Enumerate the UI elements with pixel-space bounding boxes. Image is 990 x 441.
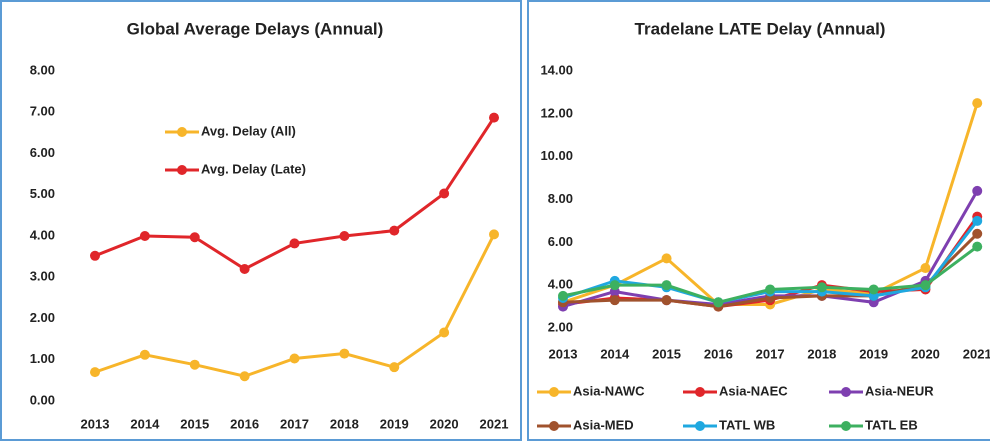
data-point	[558, 290, 568, 301]
x-tick-label: 2013	[81, 416, 110, 431]
legend-marker	[177, 165, 187, 175]
legend-label: Avg. Delay (All)	[201, 123, 296, 138]
x-tick-label: 2015	[652, 346, 681, 361]
y-tick-label: 6.00	[30, 145, 55, 160]
legend-marker	[549, 387, 559, 397]
data-point	[609, 280, 620, 291]
x-tick-label: 2014	[600, 346, 630, 361]
chart-left: Global Average Delays (Annual) 0.00 1.00 2.…	[0, 0, 522, 441]
data-point	[972, 228, 983, 239]
data-point	[661, 280, 672, 291]
x-tick-label: 2019	[380, 416, 409, 431]
data-point	[439, 327, 450, 338]
panel-border	[527, 0, 990, 441]
data-point	[972, 98, 983, 109]
y-tick-label: 10.00	[540, 148, 573, 163]
series-line	[562, 102, 979, 306]
legend-label: TATL EB	[865, 417, 918, 432]
legend-marker	[841, 387, 851, 397]
x-tick-label: 2018	[807, 346, 836, 361]
legend-label: Asia-NEUR	[865, 383, 934, 398]
x-tick-label: 2013	[549, 346, 578, 361]
data-point	[389, 362, 400, 373]
data-point	[661, 253, 672, 264]
x-tick-label: 2016	[704, 346, 733, 361]
y-tick-label: 14.00	[540, 62, 573, 77]
legend-marker	[695, 387, 705, 397]
data-point	[868, 284, 879, 295]
data-point	[339, 231, 350, 241]
x-tick-label: 2017	[280, 416, 309, 431]
panel-border	[0, 0, 522, 441]
x-tick-label: 2021	[963, 346, 990, 361]
legend-label: Asia-NAWC	[573, 383, 645, 398]
x-tick-label: 2017	[756, 346, 785, 361]
data-point	[239, 264, 250, 274]
data-point	[239, 371, 250, 382]
data-point	[289, 238, 300, 249]
data-point	[765, 284, 776, 295]
data-point	[661, 295, 672, 306]
data-point	[90, 250, 100, 261]
data-point	[289, 353, 300, 364]
y-tick-label: 3.00	[30, 269, 55, 284]
data-point	[439, 188, 450, 199]
chart-title: Global Average Delays (Annual)	[127, 19, 384, 38]
y-tick-label: 2.00	[548, 319, 573, 334]
legend-label: TATL WB	[719, 417, 775, 432]
legend-marker	[549, 421, 559, 431]
x-tick-label: 2014	[130, 416, 160, 431]
x-tick-label: 2015	[180, 416, 209, 431]
data-point	[139, 349, 150, 360]
data-point	[339, 348, 350, 359]
y-tick-label: 7.00	[30, 104, 55, 119]
data-point	[713, 297, 724, 308]
data-point	[189, 232, 200, 243]
y-tick-label: 1.00	[30, 351, 55, 366]
data-point	[972, 185, 983, 196]
data-point	[972, 215, 983, 226]
data-point	[189, 359, 200, 370]
legend-marker	[841, 421, 851, 431]
y-tick-label: 0.00	[30, 392, 55, 407]
x-tick-label: 2021	[480, 416, 509, 431]
legend-marker	[177, 127, 187, 137]
y-tick-label: 12.00	[540, 105, 573, 120]
y-tick-label: 8.00	[30, 62, 55, 77]
x-tick-label: 2019	[859, 346, 888, 361]
data-point	[389, 225, 400, 236]
y-tick-label: 4.00	[30, 227, 55, 242]
data-point	[920, 263, 931, 274]
y-tick-label: 6.00	[548, 234, 573, 249]
data-point	[920, 280, 931, 291]
y-tick-label: 5.00	[30, 186, 55, 201]
chart-title: Tradelane LATE Delay (Annual)	[635, 19, 886, 38]
x-tick-label: 2020	[430, 416, 459, 431]
data-point	[972, 241, 983, 252]
data-point	[609, 295, 620, 306]
legend-label: Asia-MED	[573, 417, 634, 432]
x-tick-label: 2016	[230, 416, 259, 431]
x-tick-label: 2020	[911, 346, 940, 361]
data-point	[489, 112, 499, 123]
legend-label: Asia-NAEC	[719, 383, 788, 398]
data-point	[489, 229, 499, 240]
data-point	[139, 231, 150, 241]
chart-right: Tradelane LATE Delay (Annual) 2.00 4.00 6.0…	[527, 0, 990, 441]
legend-label: Avg. Delay (Late)	[201, 161, 306, 176]
y-tick-label: 2.00	[30, 310, 55, 325]
data-point	[816, 282, 827, 293]
x-tick-label: 2018	[330, 416, 359, 431]
legend-marker	[695, 421, 705, 431]
y-tick-label: 8.00	[548, 191, 573, 206]
y-tick-label: 4.00	[548, 277, 573, 292]
data-point	[90, 367, 100, 378]
